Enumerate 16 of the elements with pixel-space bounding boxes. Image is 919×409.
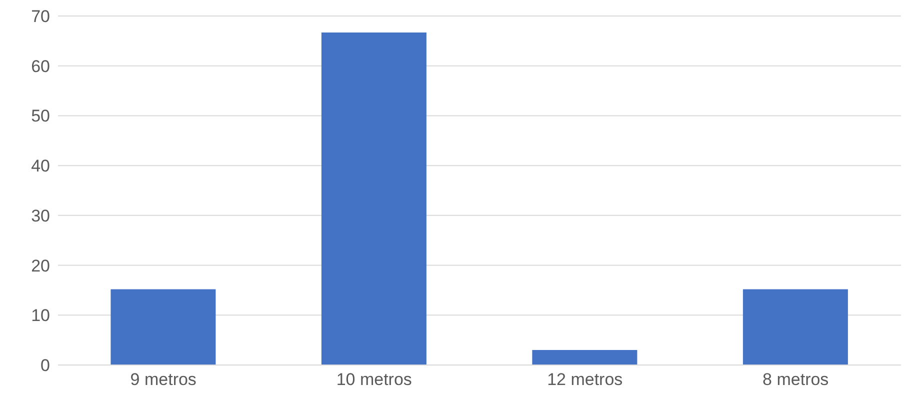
y-tick-label: 0 bbox=[40, 356, 50, 376]
y-tick-label: 20 bbox=[31, 256, 50, 276]
y-tick-label: 50 bbox=[31, 106, 50, 126]
x-tick-label: 12 metros bbox=[547, 370, 623, 390]
bar bbox=[742, 289, 848, 365]
y-tick-label: 70 bbox=[31, 7, 50, 26]
bar bbox=[321, 32, 426, 365]
y-tick-label: 40 bbox=[31, 156, 50, 176]
y-tick-label: 60 bbox=[31, 56, 50, 76]
y-tick-label: 30 bbox=[31, 206, 50, 226]
bar bbox=[532, 350, 638, 365]
y-tick-label: 10 bbox=[31, 306, 50, 326]
x-tick-label: 9 metros bbox=[130, 370, 196, 390]
x-tick-label: 8 metros bbox=[762, 370, 829, 390]
bar bbox=[110, 289, 216, 365]
x-tick-label: 10 metros bbox=[336, 370, 412, 390]
